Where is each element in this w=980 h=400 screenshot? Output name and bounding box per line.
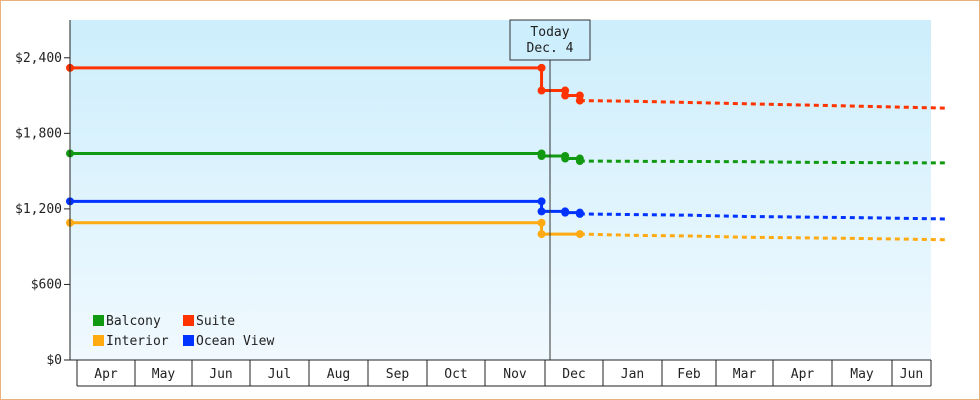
data-point [561,154,570,163]
data-point [537,207,546,216]
data-point [575,209,584,218]
data-point [537,86,546,95]
y-tick-label: $1,800 [15,126,62,141]
y-tick-label: $600 [31,277,62,292]
data-point [537,230,546,239]
data-point [537,218,546,227]
y-tick-label: $1,200 [15,202,62,217]
legend-label: Balcony [106,314,161,329]
legend-swatch [183,315,194,326]
x-tick-label: Mar [733,367,757,382]
data-point [537,197,546,206]
legend-label: Ocean View [196,334,274,349]
series-line-history [70,221,580,236]
legend-label: Suite [196,314,235,329]
series-line-forecast [579,212,947,221]
legend-swatch [93,335,104,346]
today-box [509,19,591,61]
data-point [537,63,546,72]
x-tick-label: Nov [503,367,527,382]
plot-area [70,20,931,360]
x-tick-label: May [152,367,176,382]
x-tick-label: Jun [900,367,923,382]
series-line-forecast [579,232,947,242]
x-tick-label: May [850,367,874,382]
data-point [537,152,546,160]
legend-label: Interior [106,334,169,349]
legend-swatch [183,335,194,346]
x-tick-label: Dec [562,367,585,382]
x-tick-label: Oct [444,367,467,382]
x-tick-label: Jan [621,367,644,382]
x-tick-label: Jul [268,367,291,382]
series-line-forecast [579,99,947,110]
today-label: Dec. 4 [527,41,574,56]
data-point [575,96,584,105]
x-tick-label: Feb [677,367,701,382]
data-point [575,157,584,166]
y-tick-label: $0 [46,353,62,368]
today-label: Today [530,25,569,40]
x-tick-label: Sep [386,367,410,382]
data-point [561,91,570,100]
data-point [561,208,570,217]
x-tick-label: Apr [94,367,118,382]
series-line-forecast [579,159,947,165]
x-tick-label: Apr [791,367,815,382]
data-point [575,230,584,239]
y-tick-label: $2,400 [15,51,62,66]
legend-swatch [93,315,104,326]
x-tick-label: Jun [209,367,232,382]
x-tick-label: Aug [327,367,350,382]
